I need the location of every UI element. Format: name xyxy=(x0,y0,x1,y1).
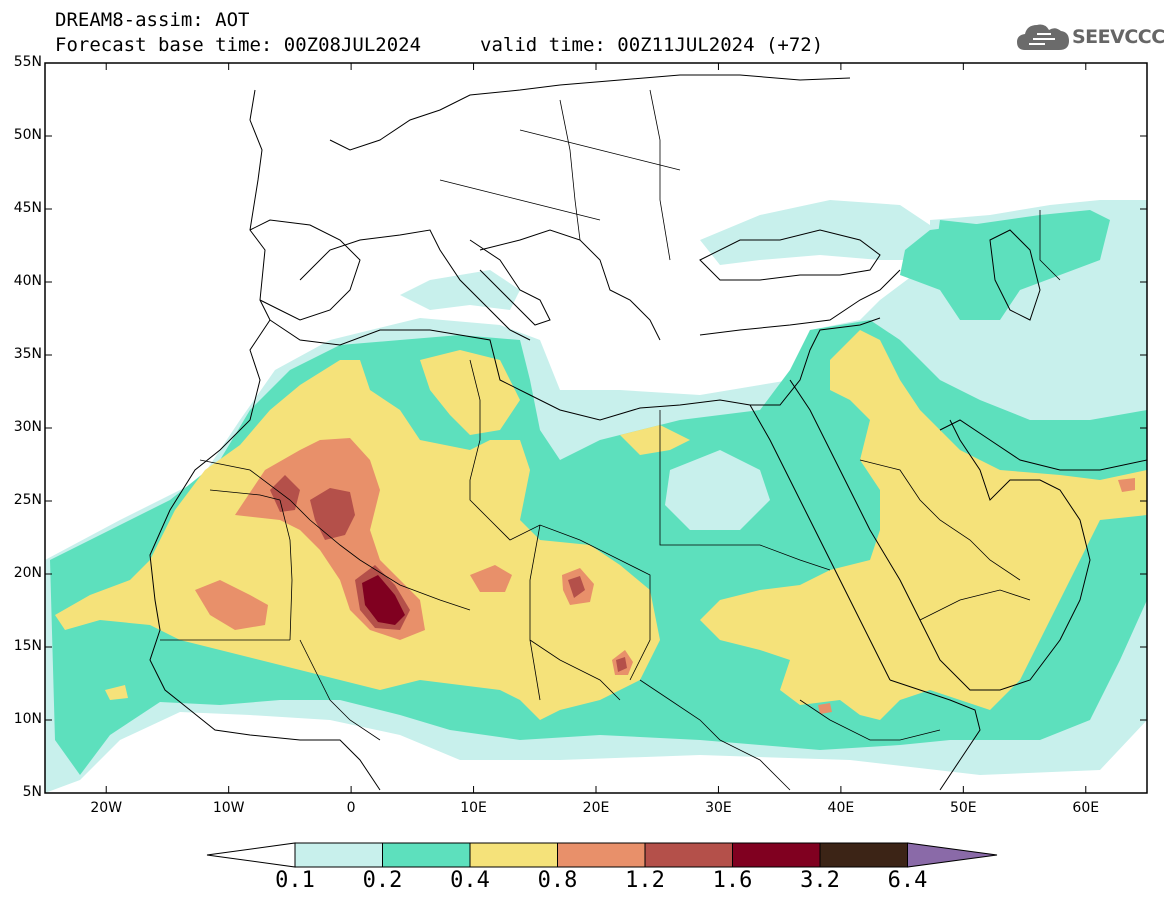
lat-label: 40N xyxy=(13,273,42,289)
logo-text: SEEVCCC xyxy=(1072,26,1165,48)
aot-level-1.6 xyxy=(362,575,405,625)
valid-time: valid time: 00Z11JUL2024 (+72) xyxy=(480,34,824,56)
borders xyxy=(160,89,1061,791)
lat-label: 20N xyxy=(13,565,42,581)
lat-label: 55N xyxy=(13,54,42,70)
lat-label: 30N xyxy=(13,419,42,435)
lon-label: 20W xyxy=(90,800,123,816)
seevccc-logo: SEEVCCC xyxy=(1015,20,1165,60)
lat-label: 10N xyxy=(13,711,42,727)
lon-label: 30E xyxy=(705,800,732,816)
colorbar-label: 0.2 xyxy=(362,868,403,893)
colorbar-label: 3.2 xyxy=(800,868,840,893)
axis-ticks xyxy=(45,62,1147,794)
colorbar-label: 1.6 xyxy=(712,868,753,893)
aot-fields xyxy=(45,200,1147,793)
colorbar-label: 0.8 xyxy=(537,868,578,893)
map-title: DREAM8-assim: AOT xyxy=(55,9,250,31)
coastlines xyxy=(149,74,1147,791)
lat-label: 15N xyxy=(13,638,42,654)
aot-low-gaps xyxy=(545,395,770,530)
lon-label: 10E xyxy=(460,800,487,816)
colorbar-label: 1.2 xyxy=(625,868,665,893)
lon-label: 20E xyxy=(582,800,610,816)
base-time-text: Forecast base time: 00Z08JUL2024 xyxy=(55,34,422,56)
cloud-icon xyxy=(1017,24,1069,50)
lat-label: 45N xyxy=(13,200,42,216)
lon-label: 10W xyxy=(212,800,245,816)
lon-label: 40E xyxy=(827,800,855,816)
lat-label: 5N xyxy=(22,784,42,800)
lon-label: 60E xyxy=(1072,800,1100,816)
lat-label: 25N xyxy=(13,492,42,508)
colorbar-label: 0.1 xyxy=(275,868,315,893)
forecast-base-time: Forecast base time: 00Z08JUL2024 valid ti… xyxy=(55,34,823,56)
lat-label: 50N xyxy=(13,127,42,143)
lon-label: 50E xyxy=(949,800,977,816)
colorbar-label: 0.4 xyxy=(450,868,490,893)
lat-label: 35N xyxy=(13,346,42,362)
colorbar-label: 6.4 xyxy=(887,868,928,893)
lon-label: 0 xyxy=(346,800,356,816)
